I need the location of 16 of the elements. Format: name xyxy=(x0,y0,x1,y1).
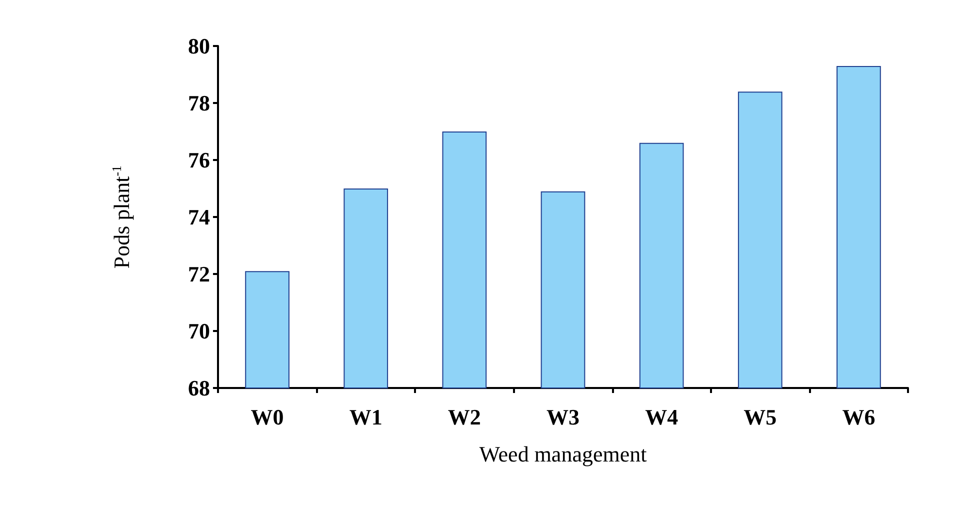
y-tick-label: 76 xyxy=(188,148,210,172)
y-axis-title: Pods plant-1 xyxy=(109,165,134,269)
y-tick-label: 70 xyxy=(188,318,210,344)
x-tick-label: W3 xyxy=(546,404,580,430)
x-tick-label: W6 xyxy=(842,404,876,430)
y-tick-label: 68 xyxy=(188,376,210,400)
y-tick-label: 74 xyxy=(188,204,210,230)
y-tick-label: 80 xyxy=(188,34,210,58)
y-tick-label: 72 xyxy=(188,262,210,286)
x-axis-title: Weed management xyxy=(479,442,647,466)
x-tick-label: W2 xyxy=(448,404,481,430)
y-tick-label: 78 xyxy=(188,90,210,116)
x-tick-label: W0 xyxy=(250,404,284,430)
x-tick-label: W4 xyxy=(645,404,678,430)
x-tick-label: W5 xyxy=(744,404,777,430)
x-tick-label: W1 xyxy=(349,404,382,430)
